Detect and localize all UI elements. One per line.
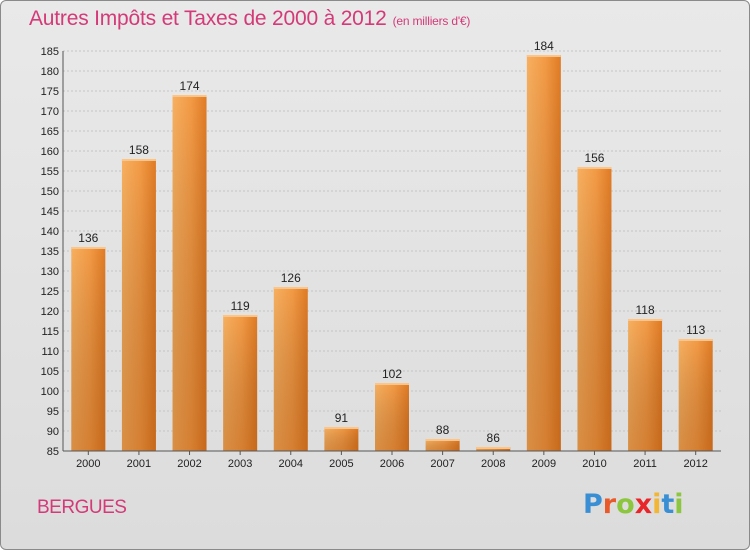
bar-shade <box>425 439 460 451</box>
y-tick-label: 105 <box>41 366 59 378</box>
x-tick-label: 2002 <box>177 458 201 470</box>
y-tick-label: 180 <box>41 66 59 78</box>
x-tick-label: 2004 <box>279 458 303 470</box>
bar-value-label: 184 <box>534 39 554 53</box>
y-tick-label: 185 <box>41 46 59 58</box>
x-tick-label: 2010 <box>582 458 606 470</box>
y-tick-label: 125 <box>41 286 59 298</box>
y-tick-label: 150 <box>41 186 59 198</box>
bar-top-highlight <box>678 339 713 341</box>
y-tick-label: 110 <box>41 346 59 358</box>
bar-shade <box>121 159 156 451</box>
logo-letter: x <box>634 489 653 520</box>
x-tick-label: 2011 <box>633 458 657 470</box>
chart-title-block: Autres Impôts et Taxes de 2000 à 2012 (en… <box>29 7 470 31</box>
logo-letter: o <box>616 489 635 520</box>
bar-top-highlight <box>223 315 258 317</box>
chart-subtitle: (en milliers d'€) <box>392 14 471 28</box>
logo-letter: t <box>661 489 675 520</box>
bar-top-highlight <box>425 439 460 441</box>
x-tick-label: 2007 <box>430 458 454 470</box>
logo-letter: r <box>602 489 617 520</box>
x-tick-label: 2006 <box>380 458 404 470</box>
y-tick-label: 130 <box>41 266 59 278</box>
x-tick-label: 2009 <box>532 458 556 470</box>
y-tick-label: 115 <box>41 326 59 338</box>
logo-letter: i <box>652 489 662 520</box>
logo-letter: P <box>583 489 603 520</box>
bar-shade <box>577 167 612 451</box>
y-tick-label: 175 <box>41 86 59 98</box>
bar-top-highlight <box>476 447 511 449</box>
bar-top-highlight <box>577 167 612 169</box>
x-tick-label: 2001 <box>127 458 151 470</box>
x-tick-label: 2003 <box>228 458 252 470</box>
bar-shade <box>678 339 713 451</box>
bar-top-highlight <box>324 427 359 429</box>
bar-value-label: 156 <box>584 151 604 165</box>
bar-value-label: 102 <box>382 367 402 381</box>
bar-top-highlight <box>172 95 207 97</box>
bar-value-label: 118 <box>636 303 655 317</box>
logo-letter: i <box>674 489 684 520</box>
proxiti-logo: Proxiti <box>583 489 684 520</box>
y-tick-label: 95 <box>47 406 59 418</box>
bar-value-label: 174 <box>180 79 200 93</box>
x-tick-label: 2000 <box>76 458 100 470</box>
y-tick-label: 140 <box>41 226 59 238</box>
bar-value-label: 91 <box>335 411 349 425</box>
y-tick-label: 165 <box>41 126 59 138</box>
y-tick-label: 85 <box>47 446 59 458</box>
bar-value-label: 113 <box>686 323 705 337</box>
bar-shade <box>71 247 106 451</box>
location-name: BERGUES <box>37 497 127 518</box>
y-tick-label: 100 <box>41 386 59 398</box>
x-tick-label: 2008 <box>481 458 505 470</box>
bar-value-label: 86 <box>487 431 501 445</box>
y-tick-label: 160 <box>41 146 59 158</box>
x-tick-label: 2005 <box>329 458 353 470</box>
bar-shade <box>324 427 359 451</box>
bar-top-highlight <box>628 319 663 321</box>
bar-top-highlight <box>71 247 106 249</box>
bar-shade <box>375 383 409 451</box>
bar-value-label: 158 <box>129 143 149 157</box>
bar-shade <box>273 287 308 451</box>
y-tick-label: 155 <box>41 166 59 178</box>
chart-title: Autres Impôts et Taxes de 2000 à 2012 <box>29 7 387 30</box>
y-tick-label: 90 <box>47 426 59 438</box>
bar-top-highlight <box>375 383 409 385</box>
bar-value-label: 126 <box>281 271 301 285</box>
bar-shade <box>223 315 258 451</box>
bar-shade <box>628 319 663 451</box>
bar-top-highlight <box>273 287 308 289</box>
bar-value-label: 119 <box>231 299 250 313</box>
x-tick-label: 2012 <box>683 458 707 470</box>
bar-value-label: 136 <box>78 231 98 245</box>
bar-top-highlight <box>526 55 561 57</box>
bar-shade <box>172 95 207 451</box>
bar-value-label: 88 <box>436 423 450 437</box>
y-tick-label: 145 <box>41 206 59 218</box>
bar-top-highlight <box>121 159 156 161</box>
y-tick-label: 135 <box>41 246 59 258</box>
bar-shade <box>526 55 561 451</box>
y-tick-label: 170 <box>41 106 59 118</box>
y-tick-label: 120 <box>41 306 59 318</box>
